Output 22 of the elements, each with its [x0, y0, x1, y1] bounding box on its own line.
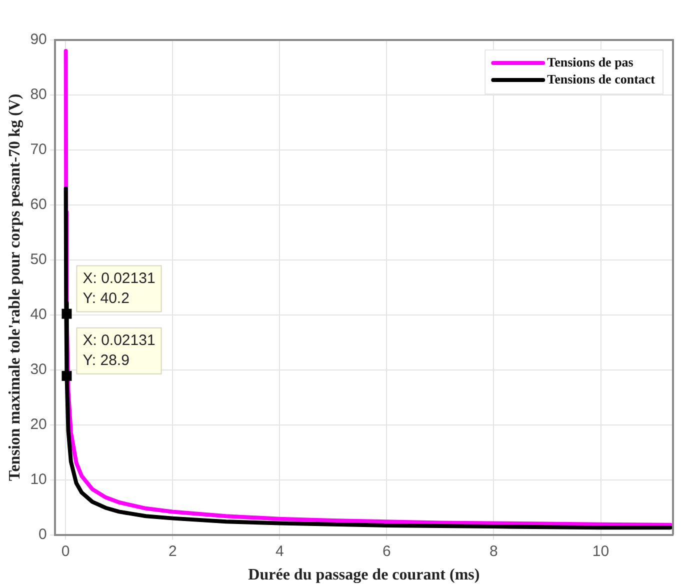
- x-axis-title: Durée du passage de courant (ms): [248, 566, 480, 584]
- x-tick-label: 2: [168, 542, 177, 560]
- x-tick-label: 4: [275, 542, 284, 560]
- x-tick-label: 6: [382, 542, 391, 560]
- y-tick-label: 90: [30, 31, 47, 48]
- annotation: X: 0.02131 Y: 40.2: [82, 270, 156, 307]
- y-tick-label: 70: [30, 141, 47, 158]
- legend-label: Tensions de contact: [547, 71, 656, 86]
- y-tick-label: 80: [30, 86, 47, 104]
- x-tick-label: 10: [592, 542, 610, 560]
- x-tick-label: 8: [490, 542, 498, 560]
- legend-label: Tensions de pas: [547, 54, 634, 70]
- y-axis-title: Tension maximale tole'rable pour corps pesant-70 kg (V): [6, 94, 24, 481]
- y-tick-label: 10: [30, 470, 47, 488]
- y-tick-label: 0: [38, 526, 47, 543]
- y-tick-label: 60: [30, 196, 47, 214]
- y-tick-label: 20: [30, 416, 47, 433]
- x-tick-label: 0: [61, 542, 70, 560]
- y-tick-label: 40: [30, 306, 47, 324]
- y-tick-label: 30: [30, 361, 47, 378]
- annotation: X: 0.02131 Y: 28.9: [82, 332, 156, 370]
- y-tick-label: 50: [30, 251, 47, 268]
